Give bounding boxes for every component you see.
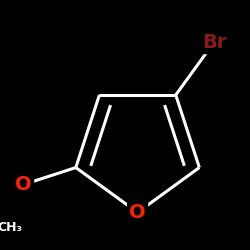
Text: O: O (129, 203, 146, 222)
Text: CH₃: CH₃ (0, 221, 22, 234)
Text: O: O (15, 175, 32, 194)
Text: Br: Br (202, 33, 226, 52)
